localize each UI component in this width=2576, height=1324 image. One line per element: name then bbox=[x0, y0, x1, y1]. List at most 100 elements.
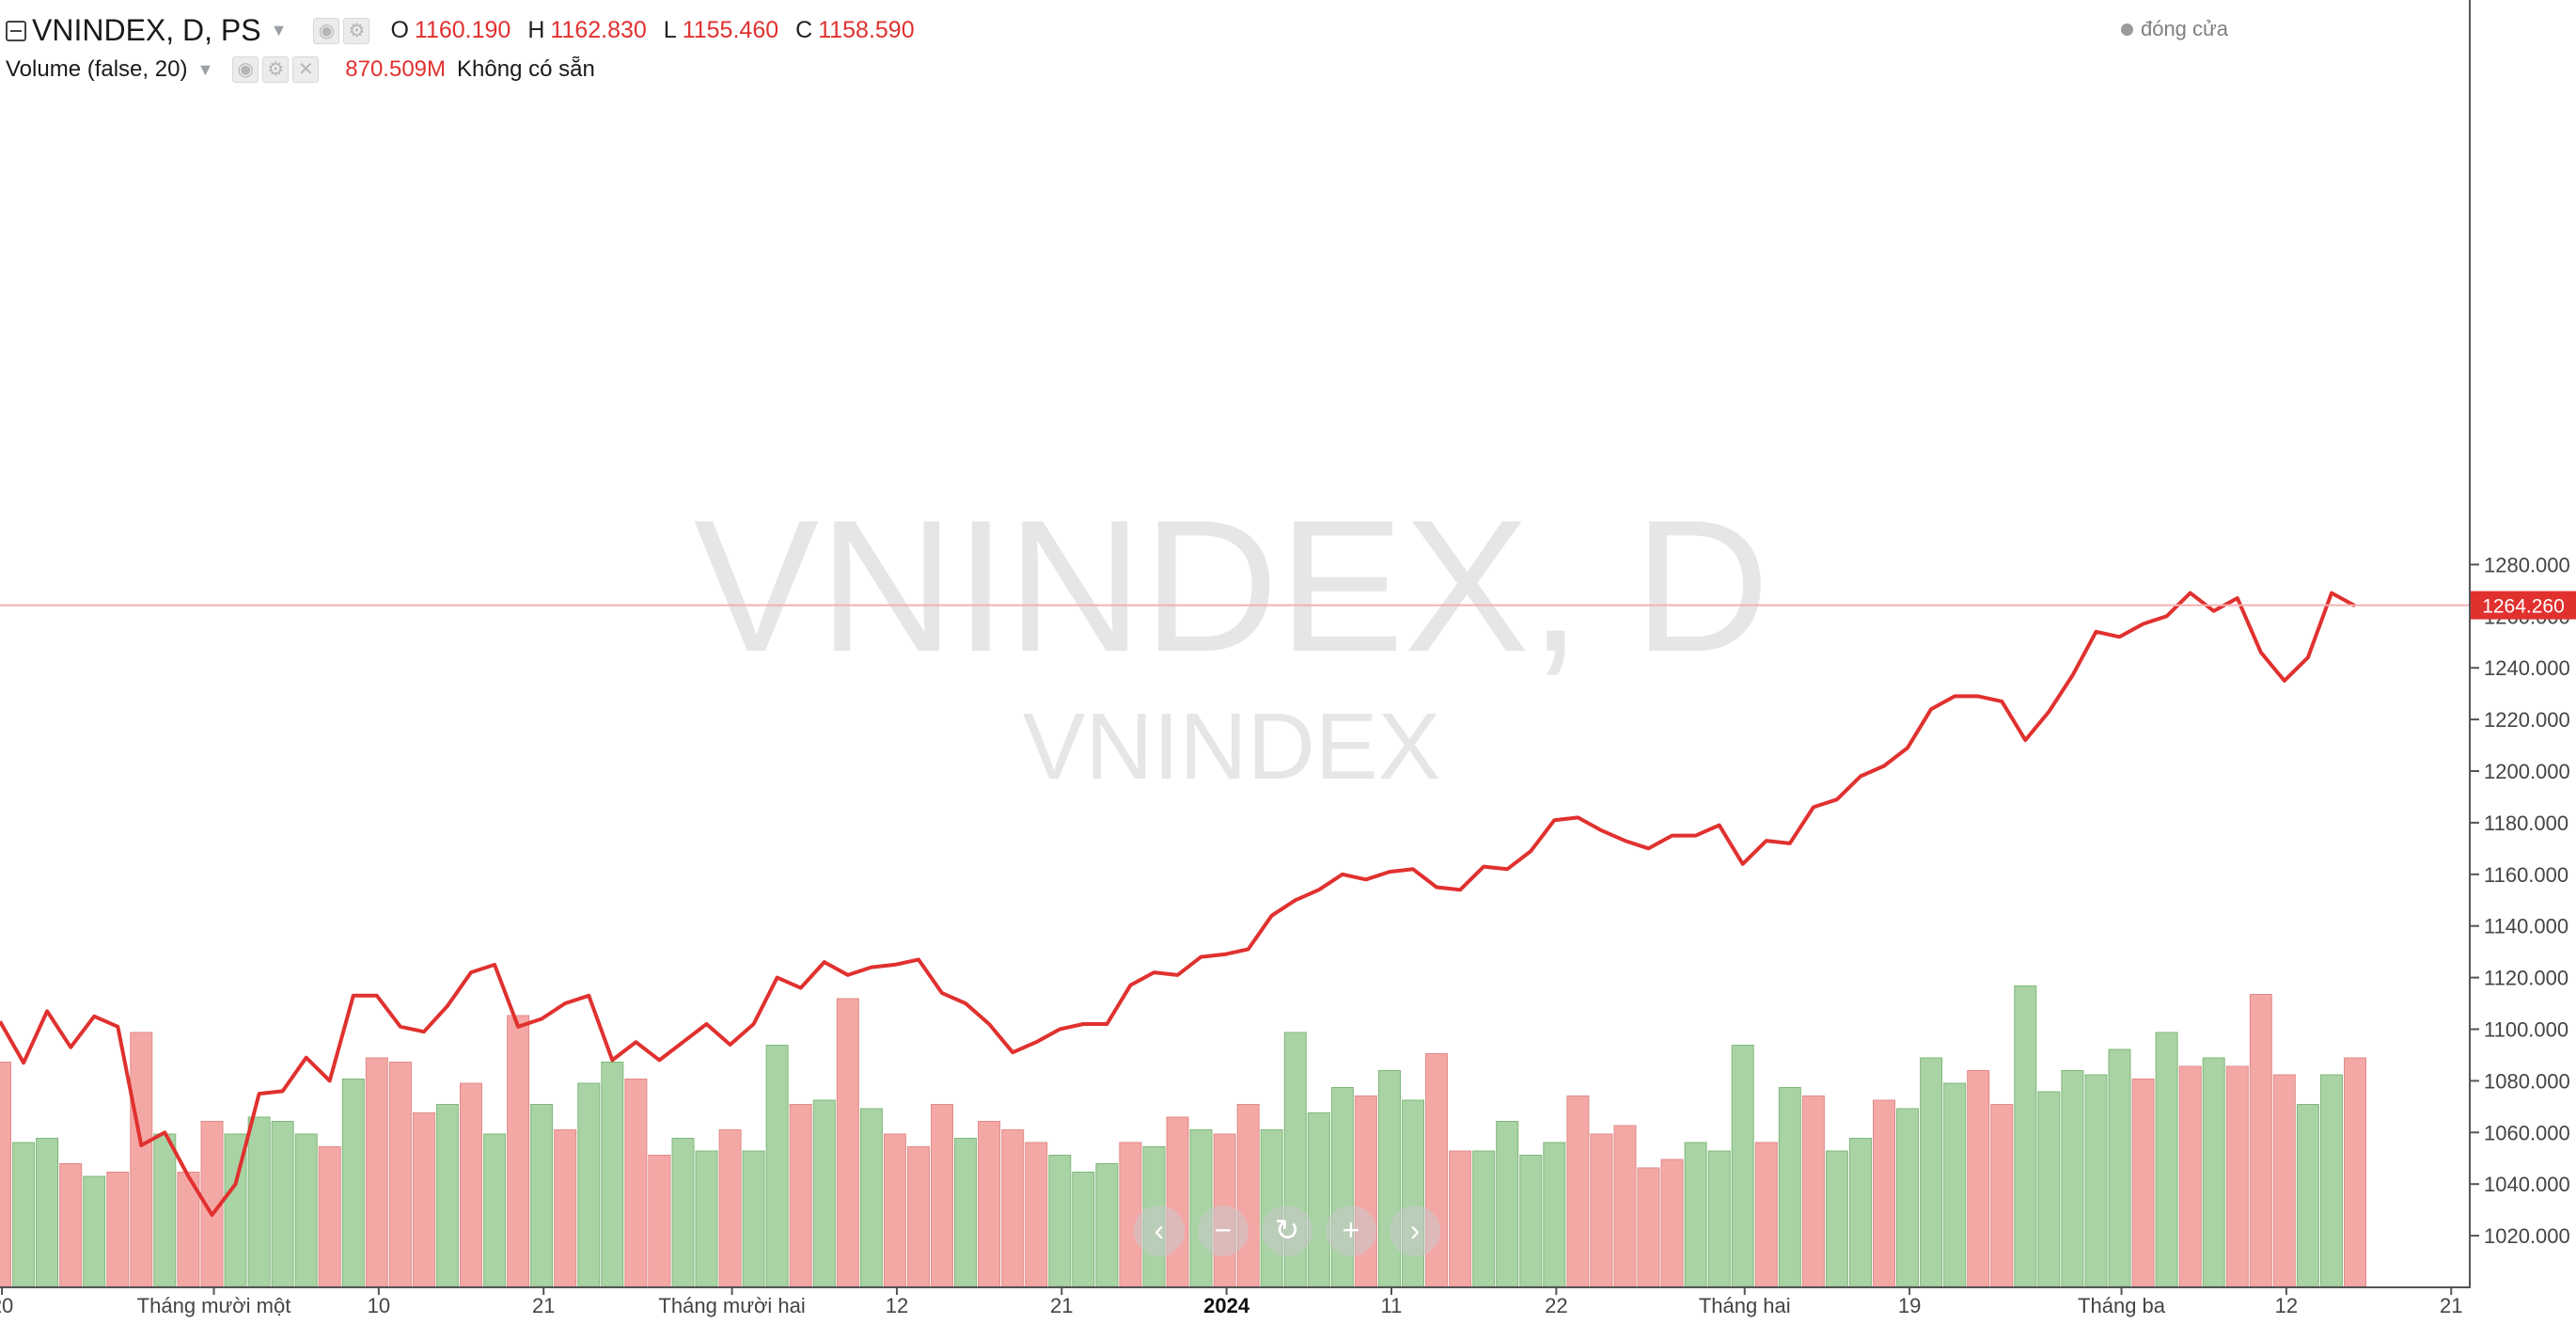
volume-bar bbox=[1684, 1142, 1707, 1287]
x-tick-label: 21 bbox=[532, 1294, 555, 1317]
x-axis[interactable]: 20 Tháng mười một 10 21 Tháng mười hai 12 21 20… bbox=[0, 1286, 2470, 1317]
reset-button[interactable]: ↻ bbox=[1262, 1206, 1312, 1256]
volume-bars bbox=[0, 985, 2366, 1287]
high-value: 1162.830 bbox=[550, 17, 647, 43]
market-status: đóng cửa bbox=[2120, 17, 2228, 41]
chevron-down-icon[interactable]: ▼ bbox=[270, 21, 288, 39]
price-line bbox=[0, 591, 2356, 1218]
volume-bar bbox=[12, 1142, 36, 1287]
y-tick-label: 1080.000 bbox=[2484, 1069, 2570, 1093]
y-tick-label: 1200.000 bbox=[2484, 760, 2570, 783]
watermark: VNINDEX, D VNINDEX bbox=[694, 481, 1770, 799]
volume-bar bbox=[341, 1079, 365, 1287]
volume-bar bbox=[836, 998, 859, 1287]
volume-bar bbox=[859, 1108, 883, 1287]
volume-bar bbox=[2272, 1074, 2296, 1287]
volume-bar bbox=[648, 1155, 671, 1287]
volume-bar bbox=[624, 1079, 648, 1287]
volume-bar bbox=[1896, 1108, 1919, 1287]
volume-bar bbox=[954, 1138, 977, 1287]
y-tick-label: 1060.000 bbox=[2484, 1121, 2570, 1144]
volume-bar bbox=[1943, 1082, 1967, 1287]
zoom-in-button[interactable]: + bbox=[1326, 1206, 1376, 1256]
high-label: H bbox=[527, 17, 545, 43]
volume-bar bbox=[294, 1133, 318, 1287]
volume-bar bbox=[59, 1163, 83, 1287]
open-label: O bbox=[390, 17, 409, 43]
y-tick-label: 1120.000 bbox=[2484, 967, 2568, 990]
volume-bar bbox=[2131, 1079, 2155, 1287]
volume-bar bbox=[2202, 1057, 2225, 1287]
market-status-text: đóng cửa bbox=[2140, 17, 2228, 40]
volume-bar bbox=[765, 1045, 789, 1287]
collapse-icon[interactable] bbox=[6, 20, 26, 41]
volume-bar bbox=[1707, 1150, 1731, 1287]
volume-bar bbox=[1048, 1155, 1072, 1287]
volume-bar bbox=[130, 1032, 153, 1287]
x-tick-label: Tháng mười hai bbox=[658, 1294, 805, 1317]
volume-bar bbox=[978, 1121, 1001, 1287]
last-price-badge: 1264.260 bbox=[2471, 591, 2576, 620]
volume-bar bbox=[2084, 1074, 2108, 1287]
volume-bar bbox=[247, 1116, 271, 1287]
scroll-right-button[interactable]: › bbox=[1390, 1206, 1440, 1256]
status-dot-icon bbox=[2120, 23, 2133, 36]
last-price-box bbox=[2471, 591, 2576, 620]
scroll-left-button[interactable]: ‹ bbox=[1134, 1206, 1185, 1256]
volume-bar bbox=[388, 1062, 412, 1287]
volume-title[interactable]: Volume (false, 20) bbox=[6, 56, 188, 82]
volume-bar bbox=[671, 1138, 695, 1287]
volume-bar bbox=[1566, 1095, 1590, 1287]
x-tick-label: 2024 bbox=[1203, 1294, 1250, 1317]
volume-bar bbox=[1873, 1099, 1895, 1287]
volume-bar bbox=[1920, 1057, 1943, 1287]
volume-bar bbox=[1166, 1116, 1189, 1287]
volume-bar bbox=[2225, 1065, 2249, 1287]
volume-bar bbox=[1637, 1167, 1660, 1287]
gear-icon[interactable]: ⚙ bbox=[262, 56, 290, 83]
volume-bar bbox=[1025, 1142, 1048, 1287]
volume-bar bbox=[577, 1082, 601, 1287]
volume-bar bbox=[2178, 1065, 2202, 1287]
volume-bar bbox=[0, 1062, 11, 1287]
volume-bar bbox=[2061, 1070, 2084, 1287]
x-tick-label: 12 bbox=[886, 1294, 908, 1317]
volume-bar bbox=[2249, 994, 2272, 1287]
eye-icon[interactable]: ◉ bbox=[313, 17, 340, 44]
volume-na: Không có sẵn bbox=[457, 56, 595, 82]
last-price-label: 1264.260 bbox=[2482, 596, 2565, 618]
y-axis[interactable]: 1020.000 1040.000 1060.000 1080.000 1100.000… bbox=[2469, 0, 2570, 1288]
volume-bar bbox=[2037, 1091, 2061, 1287]
volume-bar bbox=[1778, 1087, 1801, 1287]
x-tick-label: 22 bbox=[1545, 1294, 1567, 1317]
volume-bar bbox=[2344, 1057, 2366, 1287]
volume-bar bbox=[1754, 1142, 1778, 1287]
close-icon[interactable]: ✕ bbox=[292, 56, 320, 83]
volume-bar bbox=[1330, 1087, 1354, 1287]
close-label: C bbox=[795, 17, 813, 43]
symbol-title[interactable]: VNINDEX, D, PS bbox=[32, 13, 261, 47]
volume-bar bbox=[435, 1104, 459, 1287]
volume-bar bbox=[1236, 1104, 1260, 1287]
volume-bar bbox=[1590, 1133, 1613, 1287]
y-tick-label: 1160.000 bbox=[2484, 863, 2568, 887]
volume-bar bbox=[36, 1138, 59, 1287]
chevron-down-icon[interactable]: ▼ bbox=[196, 59, 214, 79]
volume-bar bbox=[460, 1082, 482, 1287]
volume-bar bbox=[931, 1104, 953, 1287]
volume-bar bbox=[1072, 1172, 1095, 1287]
y-tick-label: 1040.000 bbox=[2484, 1173, 2570, 1196]
zoom-out-button[interactable]: − bbox=[1198, 1206, 1249, 1256]
volume-bar bbox=[1472, 1150, 1496, 1287]
x-tick-label: 21 bbox=[2440, 1294, 2462, 1317]
volume-value: 870.509M bbox=[345, 56, 447, 82]
volume-bar bbox=[883, 1133, 906, 1287]
gear-icon[interactable]: ⚙ bbox=[343, 17, 370, 44]
volume-bar bbox=[1307, 1112, 1330, 1287]
y-tick-label: 1240.000 bbox=[2484, 656, 2570, 680]
volume-bar bbox=[2108, 1048, 2131, 1287]
eye-icon[interactable]: ◉ bbox=[232, 56, 259, 83]
volume-bar bbox=[2296, 1104, 2319, 1287]
x-tick-label: 10 bbox=[368, 1294, 390, 1317]
